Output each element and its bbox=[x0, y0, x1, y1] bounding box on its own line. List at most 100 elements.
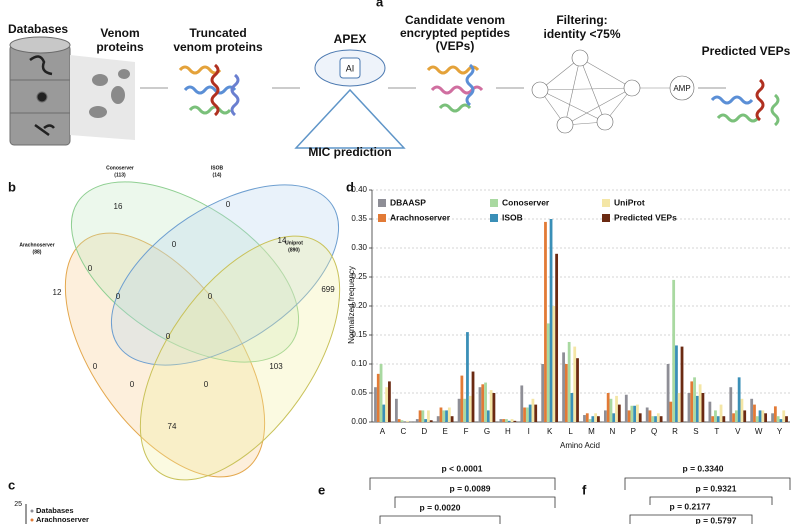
bar bbox=[415, 419, 419, 422]
helix-cluster bbox=[710, 78, 780, 127]
set-label: Uniprot bbox=[285, 240, 303, 246]
bar bbox=[785, 416, 788, 422]
bar bbox=[758, 410, 762, 422]
region-count: 12 bbox=[53, 288, 62, 297]
helix-cluster bbox=[426, 63, 484, 113]
bar bbox=[520, 385, 524, 422]
bar bbox=[615, 395, 618, 422]
bar bbox=[573, 346, 577, 422]
bar bbox=[549, 219, 553, 422]
bar bbox=[447, 407, 451, 422]
panel-label: f bbox=[582, 482, 587, 497]
bar bbox=[737, 377, 741, 422]
bar bbox=[555, 253, 559, 422]
p-value: p < 0.0001 bbox=[442, 463, 483, 473]
panel-label: b bbox=[8, 179, 16, 194]
bar bbox=[468, 395, 472, 422]
legend-label: ISOB bbox=[502, 212, 523, 222]
database-icon bbox=[9, 36, 71, 146]
y-tick-label: 0.30 bbox=[351, 243, 367, 252]
bar bbox=[541, 364, 545, 422]
step-label: APEX bbox=[334, 32, 367, 46]
bar bbox=[379, 364, 383, 422]
bar bbox=[463, 398, 467, 422]
panel-label: d bbox=[346, 179, 354, 194]
legend-swatch bbox=[30, 509, 34, 513]
y-tick-label: 0.35 bbox=[351, 214, 367, 223]
bar bbox=[656, 413, 660, 422]
bar bbox=[612, 413, 616, 422]
bar bbox=[424, 419, 428, 422]
x-tick-label: T bbox=[714, 427, 719, 436]
bar bbox=[651, 416, 655, 422]
bar bbox=[528, 404, 532, 422]
region-count: 0 bbox=[116, 292, 121, 301]
bar bbox=[693, 377, 696, 422]
bar bbox=[567, 341, 571, 422]
bar bbox=[624, 394, 628, 422]
region-count: 0 bbox=[130, 380, 135, 389]
bar bbox=[743, 410, 747, 422]
bar bbox=[708, 401, 712, 422]
bar bbox=[732, 413, 735, 422]
bar bbox=[666, 364, 670, 422]
bar bbox=[489, 390, 493, 422]
y-tick-label: 25 bbox=[14, 501, 22, 508]
region-count: 0 bbox=[204, 380, 209, 389]
bar bbox=[782, 410, 786, 422]
panel-label: c bbox=[8, 477, 15, 492]
bar bbox=[394, 398, 398, 422]
y-tick-label: 0.25 bbox=[351, 272, 367, 281]
x-tick-label: E bbox=[442, 427, 447, 436]
bar bbox=[638, 413, 642, 422]
triangle bbox=[294, 88, 406, 149]
step-label: Predicted VEPs bbox=[702, 44, 791, 58]
bar bbox=[492, 393, 496, 422]
step-label: proteins bbox=[96, 40, 144, 54]
network bbox=[531, 49, 695, 134]
x-tick-label: C bbox=[400, 427, 406, 436]
x-tick-label: G bbox=[484, 427, 490, 436]
bracket bbox=[649, 496, 773, 505]
region-count: 0 bbox=[166, 332, 171, 341]
bracket bbox=[379, 515, 501, 524]
bar bbox=[510, 419, 514, 422]
bar bbox=[711, 416, 715, 422]
x-tick-label: Y bbox=[777, 427, 783, 436]
bar bbox=[740, 398, 744, 422]
bar bbox=[630, 405, 634, 422]
venn bbox=[64, 181, 341, 481]
helix-cluster bbox=[178, 63, 240, 117]
legend-label: Arachnoserver bbox=[390, 212, 451, 222]
bar bbox=[374, 387, 377, 422]
set-count: (890) bbox=[288, 247, 300, 253]
set-count: (113) bbox=[114, 172, 126, 178]
x-axis-label: Amino Acid bbox=[560, 441, 600, 450]
y-tick-label: 0.20 bbox=[351, 301, 367, 310]
bar bbox=[376, 373, 380, 422]
step-label: venom proteins bbox=[173, 40, 263, 54]
bar bbox=[609, 398, 613, 422]
bar bbox=[439, 407, 443, 422]
y-axis-label: Normalized frequency bbox=[347, 266, 356, 344]
legend-label: DBAASP bbox=[390, 197, 426, 207]
bar bbox=[722, 416, 726, 422]
bar bbox=[716, 416, 720, 422]
step-label: encrypted peptides bbox=[400, 26, 510, 40]
x-tick-label: D bbox=[421, 427, 427, 436]
bar bbox=[645, 407, 649, 422]
bar bbox=[478, 387, 482, 422]
bar bbox=[773, 406, 777, 422]
region-count: 74 bbox=[168, 422, 177, 431]
bar bbox=[486, 410, 490, 422]
bar bbox=[534, 404, 538, 422]
bar bbox=[636, 404, 639, 422]
bar bbox=[397, 419, 401, 422]
bar bbox=[771, 413, 774, 422]
set-ellipse bbox=[64, 232, 266, 478]
x-tick-label: W bbox=[755, 427, 763, 436]
bar bbox=[564, 364, 568, 422]
bar bbox=[523, 407, 526, 422]
legend-label: Predicted VEPs bbox=[614, 212, 677, 222]
bar bbox=[531, 398, 535, 422]
